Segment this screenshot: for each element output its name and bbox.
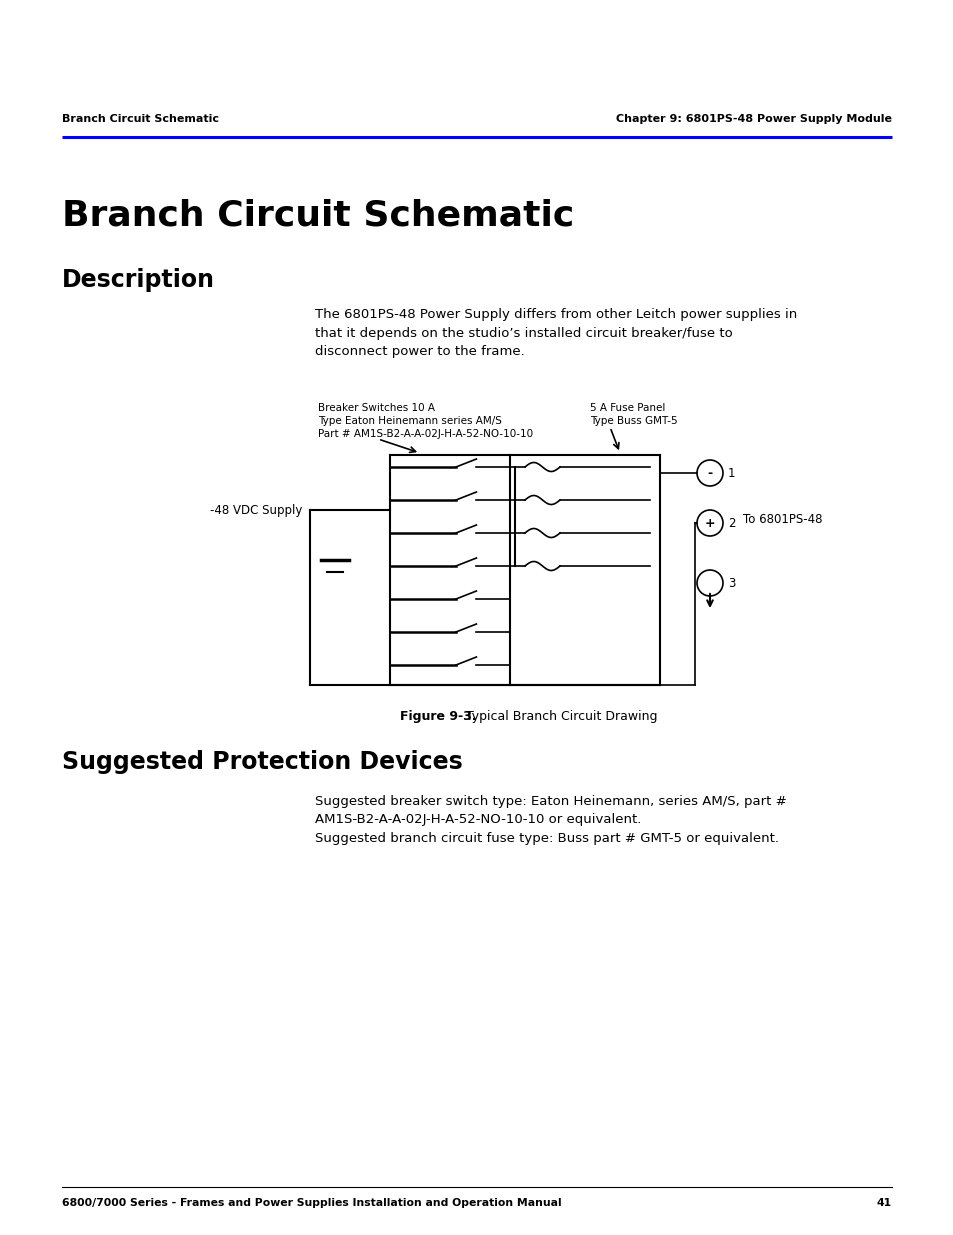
Text: Type Buss GMT-5: Type Buss GMT-5 (589, 416, 677, 426)
Text: Suggested breaker switch type: Eaton Heinemann, series AM/S, part #
AM1S-B2-A-A-: Suggested breaker switch type: Eaton Hei… (314, 795, 786, 845)
Text: The 6801PS-48 Power Supply differs from other Leitch power supplies in
that it d: The 6801PS-48 Power Supply differs from … (314, 308, 797, 358)
Text: 41: 41 (876, 1198, 891, 1208)
Text: Description: Description (62, 268, 214, 291)
Text: Breaker Switches 10 A: Breaker Switches 10 A (317, 403, 435, 412)
Text: To 6801PS-48: To 6801PS-48 (742, 513, 821, 526)
Text: 1: 1 (727, 467, 735, 479)
Text: 3: 3 (727, 577, 735, 589)
Text: Branch Circuit Schematic: Branch Circuit Schematic (62, 198, 574, 232)
Text: -48 VDC Supply: -48 VDC Supply (210, 504, 302, 516)
Text: Figure 9-3.: Figure 9-3. (399, 710, 476, 722)
Text: Part # AM1S-B2-A-A-02J-H-A-52-NO-10-10: Part # AM1S-B2-A-A-02J-H-A-52-NO-10-10 (317, 429, 533, 438)
Text: Typical Branch Circuit Drawing: Typical Branch Circuit Drawing (461, 710, 657, 722)
Text: Suggested Protection Devices: Suggested Protection Devices (62, 750, 462, 774)
Text: 5 A Fuse Panel: 5 A Fuse Panel (589, 403, 664, 412)
Text: 2: 2 (727, 516, 735, 530)
Text: +: + (704, 516, 715, 530)
Text: -: - (707, 467, 712, 479)
Text: Branch Circuit Schematic: Branch Circuit Schematic (62, 114, 219, 124)
Text: 6800/7000 Series - Frames and Power Supplies Installation and Operation Manual: 6800/7000 Series - Frames and Power Supp… (62, 1198, 561, 1208)
Text: Type Eaton Heinemann series AM/S: Type Eaton Heinemann series AM/S (317, 416, 501, 426)
Text: Chapter 9: 6801PS-48 Power Supply Module: Chapter 9: 6801PS-48 Power Supply Module (616, 114, 891, 124)
